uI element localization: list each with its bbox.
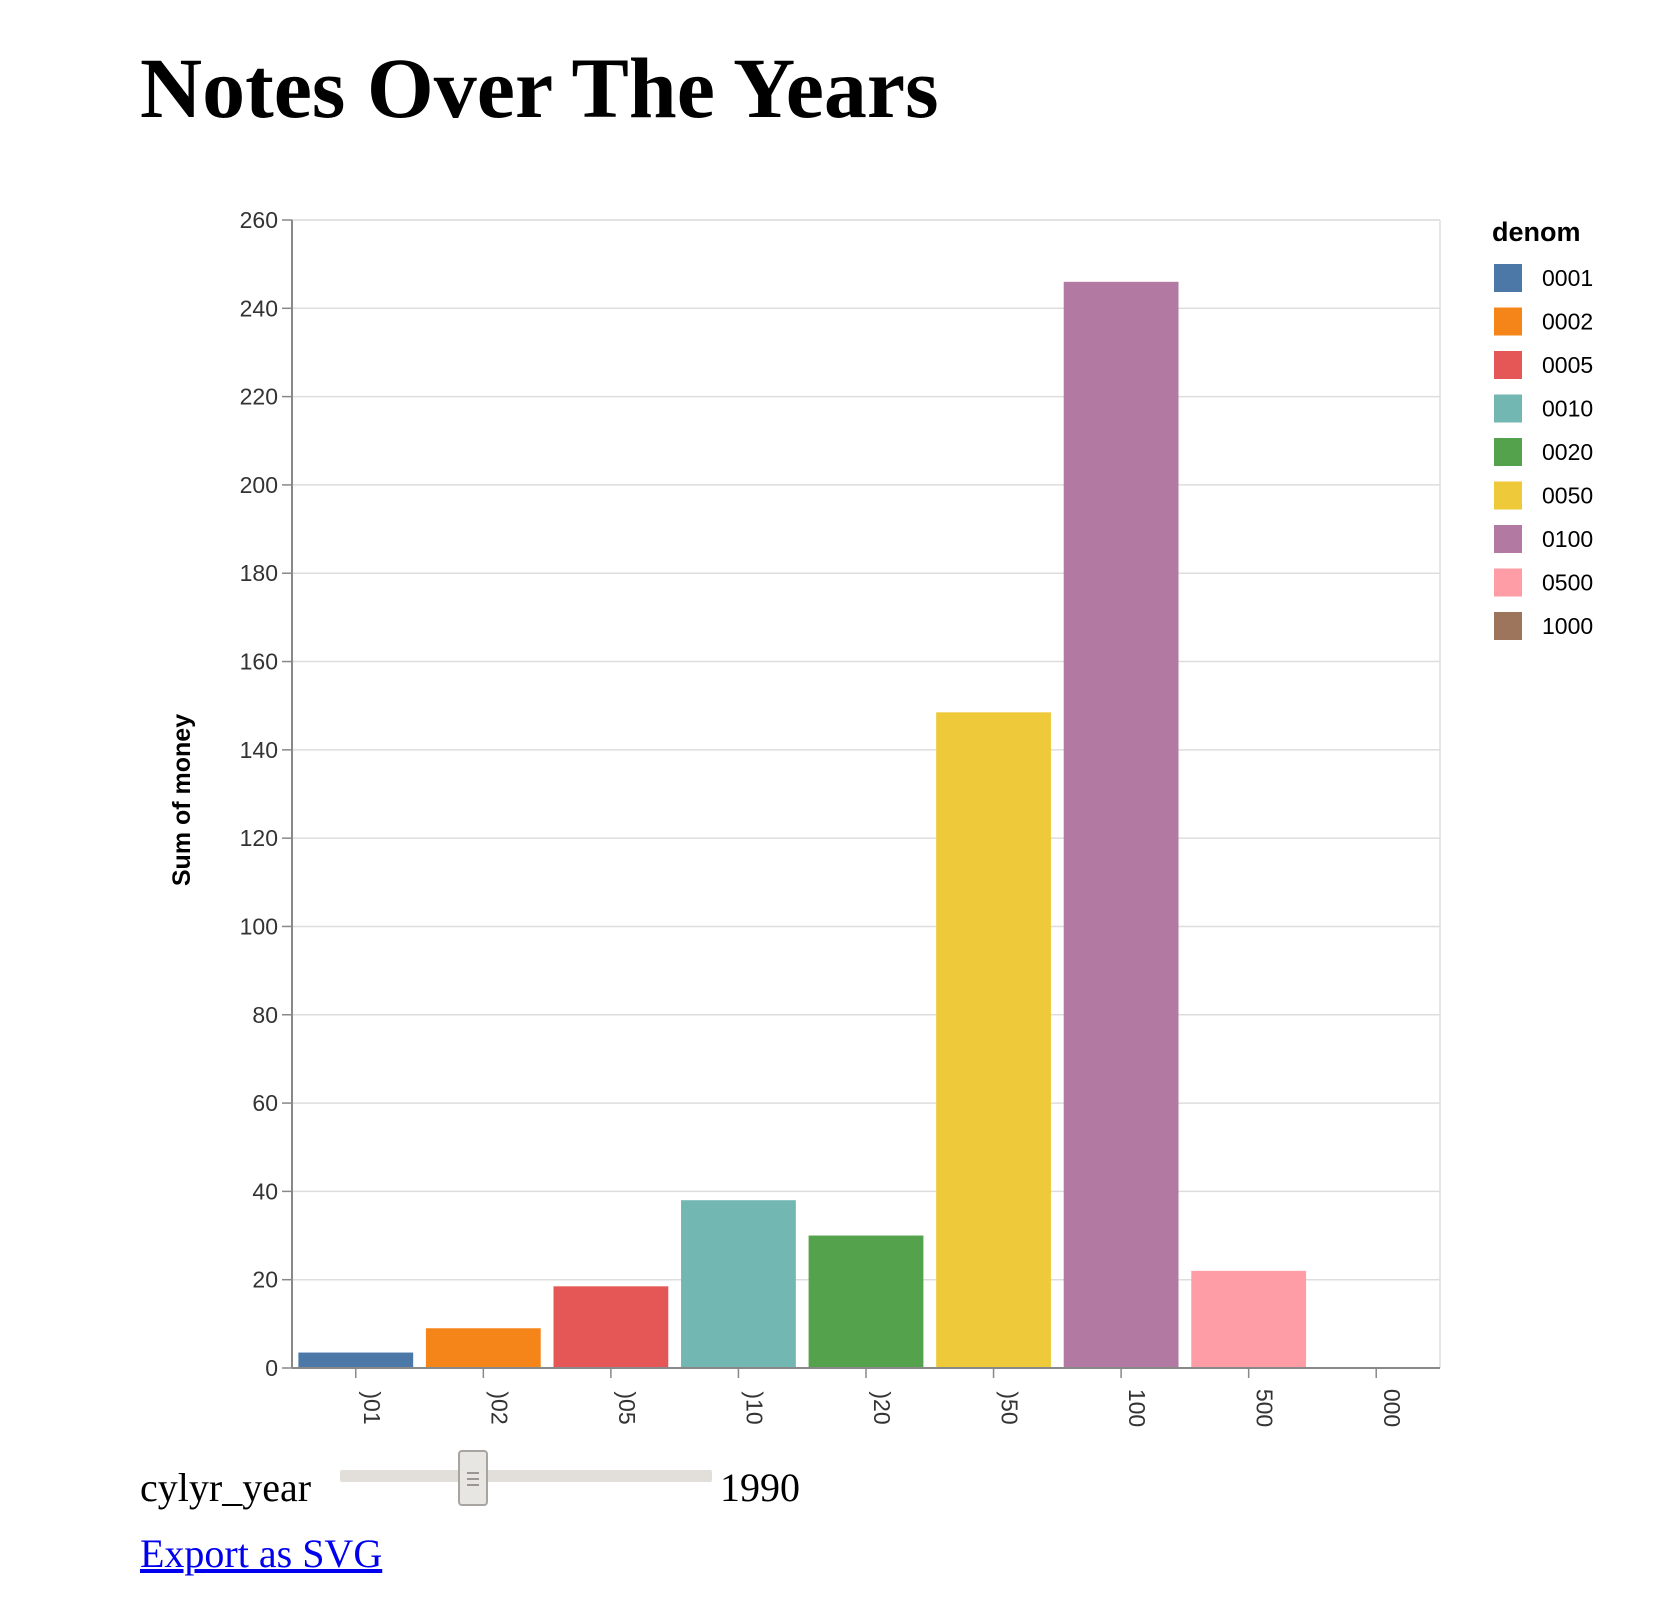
bar-0002[interactable] <box>425 1328 541 1368</box>
x-tick-label: )01 <box>359 1391 385 1424</box>
bar-chart: 0 20 40 60 80 100 120 140 160 180 200 220 240 260 )01)… <box>168 207 1593 1427</box>
bar-0010[interactable] <box>681 1200 796 1368</box>
y-tick-label: 180 <box>240 560 278 586</box>
legend-swatch-0005 <box>1494 351 1522 379</box>
x-tick-label: 100 <box>1124 1389 1150 1427</box>
bar-0050[interactable] <box>936 712 1051 1368</box>
y-tick-label: 100 <box>240 913 278 939</box>
y-tick-label: 60 <box>252 1090 278 1116</box>
bar-0005[interactable] <box>553 1286 669 1368</box>
bar-0020[interactable] <box>808 1235 924 1368</box>
year-slider-track[interactable] <box>340 1470 712 1482</box>
page-title: Notes Over The Years <box>140 40 939 136</box>
y-tick-label: 140 <box>240 737 278 763</box>
y-axis-title: Sum of money <box>168 714 196 886</box>
export-svg-link[interactable]: Export as SVG <box>140 1531 383 1576</box>
bars <box>298 281 1307 1368</box>
grid-lines <box>292 219 1441 1369</box>
legend-swatch-0010 <box>1494 394 1522 423</box>
y-tick-label: 260 <box>240 207 278 233</box>
x-tick-label: )02 <box>486 1391 512 1424</box>
x-tick-label: 500 <box>1252 1389 1278 1427</box>
legend: denom 0001 0002 0005 0010 0020 0050 0100 0500 10… <box>1492 217 1593 640</box>
legend-label: 0020 <box>1542 439 1593 465</box>
legend-label: 0100 <box>1542 526 1593 552</box>
legend-label: 0005 <box>1542 352 1593 378</box>
y-tick-label: 160 <box>240 649 278 675</box>
axes: 0 20 40 60 80 100 120 140 160 180 200 220 240 260 )01)… <box>240 207 1440 1427</box>
y-tick-label: 40 <box>252 1178 278 1204</box>
x-tick-label: )05 <box>614 1391 640 1424</box>
legend-swatch-0002 <box>1494 307 1522 336</box>
legend-swatch-0100 <box>1494 525 1522 553</box>
bar-0001[interactable] <box>298 1352 414 1368</box>
y-tick-label: 80 <box>252 1002 278 1028</box>
legend-label: 0050 <box>1542 483 1593 509</box>
y-tick-label: 0 <box>265 1355 278 1381</box>
legend-title: denom <box>1492 217 1581 247</box>
slider-label: cylyr_year <box>140 1465 312 1510</box>
legend-label: 0010 <box>1542 396 1593 422</box>
legend-label: 0500 <box>1542 570 1593 596</box>
y-tick-label: 200 <box>240 472 278 498</box>
x-tick-label: )20 <box>869 1391 895 1424</box>
y-tick-label: 220 <box>240 384 278 410</box>
x-tick-label: )50 <box>997 1391 1023 1424</box>
legend-swatch-1000 <box>1494 612 1522 640</box>
y-tick-label: 120 <box>240 825 278 851</box>
bar-0500[interactable] <box>1191 1270 1307 1368</box>
legend-swatch-0050 <box>1494 481 1522 510</box>
x-tick-label: )10 <box>741 1391 767 1424</box>
year-slider-thumb[interactable] <box>458 1450 488 1506</box>
legend-swatch-0001 <box>1494 264 1522 292</box>
y-tick-label: 20 <box>252 1267 278 1293</box>
legend-swatch-0020 <box>1494 438 1522 466</box>
legend-label: 0002 <box>1542 309 1593 335</box>
y-tick-label: 240 <box>240 295 278 321</box>
slider-value: 1990 <box>720 1465 800 1510</box>
legend-swatch-0500 <box>1494 568 1522 597</box>
legend-label: 0001 <box>1542 265 1593 291</box>
bar-0100[interactable] <box>1063 281 1179 1368</box>
year-slider-control: cylyr_year 1990 <box>140 1450 940 1510</box>
x-tick-label: 000 <box>1379 1389 1405 1427</box>
legend-label: 1000 <box>1542 613 1593 639</box>
